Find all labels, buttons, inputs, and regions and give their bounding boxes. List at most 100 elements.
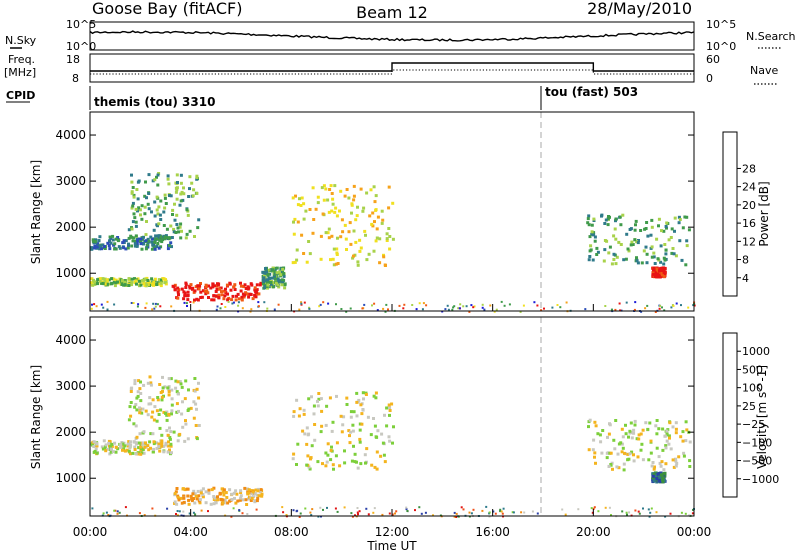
echo-cell (190, 181, 194, 185)
scatter-cell (468, 511, 471, 514)
echo-cell (664, 248, 668, 252)
echo-cell (150, 277, 154, 281)
echo-cell (180, 229, 183, 233)
echo-cell (136, 277, 140, 281)
echo-cell (108, 440, 112, 444)
echo-cell (139, 380, 142, 384)
echo-cell (186, 494, 190, 498)
echo-cell (226, 292, 229, 296)
echo-cell (373, 424, 377, 428)
echo-cell (650, 255, 654, 259)
echo-cell (175, 213, 179, 217)
echo-cell (596, 250, 600, 254)
echo-cell (138, 411, 142, 415)
echo-cell (663, 243, 667, 246)
echo-cell (156, 396, 160, 399)
echo-cell (106, 241, 110, 245)
echo-cell (637, 433, 641, 437)
echo-cell (138, 432, 142, 436)
x-tick-label: 08:00 (274, 525, 309, 539)
echo-cell (108, 235, 112, 239)
echo-cell (672, 252, 676, 256)
echo-cell (173, 202, 176, 206)
echo-cell (98, 277, 102, 281)
echo-cell (140, 247, 144, 251)
echo-cell (627, 435, 630, 439)
echo-cell (173, 492, 177, 496)
echo-cell (164, 443, 168, 447)
echo-cell (293, 260, 297, 264)
echo-cell (317, 392, 321, 395)
echo-cell (147, 402, 151, 406)
echo-cell (350, 202, 354, 206)
echo-cell (275, 266, 279, 270)
scatter-cell (489, 304, 492, 307)
echo-cell (335, 247, 339, 251)
echo-cell (336, 262, 340, 265)
scatter-cell (418, 302, 421, 305)
x-tick-label: 20:00 (576, 525, 611, 539)
echo-cell (230, 498, 234, 501)
scatter-cell (232, 301, 235, 304)
echo-cell (255, 288, 259, 292)
echo-cell (169, 377, 173, 381)
echo-cell (255, 283, 259, 287)
echo-cell (295, 258, 299, 262)
echo-cell (631, 243, 635, 246)
echo-cell (662, 256, 666, 260)
echo-cell (204, 285, 208, 289)
echo-cell (149, 432, 153, 436)
echo-cell (176, 496, 180, 500)
echo-cell (681, 226, 685, 230)
scatter-cell (365, 507, 368, 510)
echo-cell (352, 254, 355, 258)
echo-cell (680, 258, 684, 262)
echo-cell (155, 237, 159, 241)
echo-cell (682, 454, 686, 458)
scatter-cell (95, 305, 98, 308)
echo-cell (195, 497, 199, 501)
echo-cell (327, 210, 331, 214)
echo-cell (616, 452, 620, 456)
echo-cell (156, 242, 160, 245)
echo-cell (187, 502, 191, 506)
echo-cell (176, 494, 180, 498)
echo-cell (387, 185, 391, 189)
nsearch-tick-bottom: 10^0 (706, 40, 736, 53)
echo-cell (677, 221, 681, 225)
echo-cell (171, 208, 175, 212)
echo-cell (656, 257, 660, 261)
echo-cell (156, 398, 160, 402)
echo-cell (212, 486, 216, 490)
echo-cell (187, 388, 190, 392)
echo-cell (659, 260, 663, 264)
echo-cell (132, 193, 136, 197)
echo-cell (685, 244, 689, 248)
echo-cell (283, 282, 287, 286)
echo-cell (587, 448, 591, 452)
echo-cell (166, 174, 170, 178)
echo-cell (607, 215, 610, 218)
scatter-cell (300, 301, 303, 304)
echo-cell (159, 199, 163, 203)
echo-cell (151, 398, 155, 402)
echo-cell (186, 290, 190, 294)
echo-cell (189, 494, 193, 498)
echo-cell (234, 298, 238, 302)
x-tick-label: 00:00 (73, 525, 108, 539)
echo-cell (179, 496, 183, 500)
scatter-cell (105, 511, 108, 514)
scatter-cell (451, 308, 454, 311)
echo-cell (130, 206, 134, 210)
scatter-cell (185, 302, 188, 305)
echo-cell (280, 283, 284, 287)
echo-cell (97, 244, 101, 248)
echo-cell (139, 213, 142, 217)
colorbar-tick-label: −100 (742, 436, 772, 449)
scatter-cell (257, 305, 260, 308)
echo-cell (155, 441, 159, 445)
echo-cell (158, 426, 162, 430)
scatter-cell (237, 301, 240, 304)
echo-cell (188, 175, 192, 179)
